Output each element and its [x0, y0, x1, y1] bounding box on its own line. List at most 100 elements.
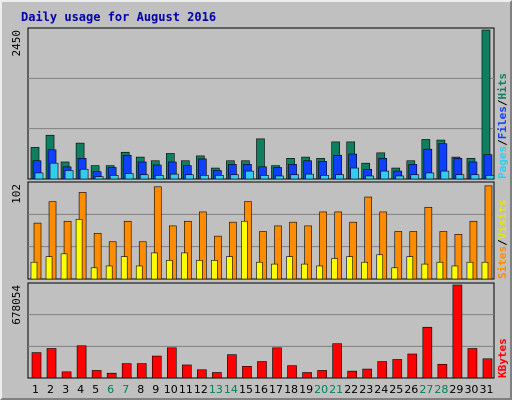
bar-kbytes-9 — [151, 355, 162, 379]
bar-kbytes-29 — [452, 284, 463, 379]
bar-pages-16 — [260, 175, 269, 180]
bar-kbytes-16 — [257, 361, 267, 379]
bar-visits-14 — [229, 221, 237, 280]
bar-kbytes-7 — [121, 363, 132, 379]
x-tick-label-14: 14 — [224, 383, 238, 396]
bar-visits-12 — [199, 211, 207, 280]
bar-visits-27 — [424, 206, 433, 280]
x-tick-label-5: 5 — [92, 383, 99, 396]
bar-pages-17 — [275, 175, 284, 180]
bar-sites-14 — [226, 256, 233, 280]
panel-1-series-legend: Pages/Files/Hits — [496, 73, 509, 179]
bar-sites-20 — [316, 265, 323, 280]
bar-pages-29 — [455, 174, 465, 180]
bar-visits-9 — [153, 186, 162, 280]
bar-kbytes-13 — [212, 372, 222, 379]
bar-pages-8 — [139, 174, 149, 180]
legend-label-visits: Visits — [496, 200, 509, 240]
bar-sites-7 — [120, 256, 128, 280]
x-tick-label-2: 2 — [47, 383, 54, 396]
x-tick-label-4: 4 — [77, 383, 84, 396]
bar-sites-18 — [286, 256, 293, 280]
bar-sites-30 — [466, 261, 474, 280]
bar-kbytes-31 — [482, 358, 493, 379]
bar-kbytes-24 — [377, 361, 388, 379]
bar-sites-15 — [241, 220, 248, 280]
bar-kbytes-17 — [272, 347, 282, 379]
bar-kbytes-22 — [347, 370, 357, 379]
legend-label-slash: / — [496, 139, 509, 146]
bar-kbytes-2 — [46, 348, 57, 379]
bar-pages-14 — [230, 174, 239, 180]
bar-kbytes-21 — [332, 343, 342, 379]
legend-label-kbytes: KBytes — [496, 338, 509, 378]
bar-pages-9 — [154, 175, 164, 180]
bar-pages-25 — [395, 175, 405, 180]
bar-kbytes-14 — [227, 354, 237, 379]
bar-sites-23 — [361, 261, 369, 280]
bar-kbytes-18 — [287, 365, 297, 379]
bar-visits-30 — [469, 220, 478, 280]
bar-pages-3 — [64, 170, 74, 180]
bar-sites-5 — [90, 267, 98, 280]
bar-visits-23 — [364, 196, 373, 280]
bar-pages-22 — [350, 167, 359, 180]
bar-visits-24 — [379, 211, 388, 280]
x-tick-label-15: 15 — [239, 383, 253, 396]
bar-visits-10 — [168, 225, 177, 280]
x-tick-label-22: 22 — [344, 383, 358, 396]
x-tick-label-10: 10 — [164, 383, 178, 396]
bar-pages-23 — [365, 175, 375, 180]
bar-visits-7 — [123, 220, 132, 280]
legend-label-slash: / — [496, 239, 509, 246]
bar-pages-11 — [185, 174, 194, 180]
bar-visits-6 — [108, 241, 117, 280]
chart-title: Daily usage for August 2016 — [21, 10, 216, 24]
bar-visits-31 — [484, 185, 493, 280]
bar-pages-6 — [109, 175, 119, 180]
bar-pages-15 — [245, 170, 254, 180]
bar-sites-8 — [135, 265, 143, 280]
bar-kbytes-1 — [31, 352, 42, 379]
bar-sites-12 — [196, 260, 203, 280]
bar-sites-28 — [436, 261, 444, 280]
bar-sites-9 — [150, 252, 158, 280]
bar-pages-30 — [470, 174, 480, 180]
bar-kbytes-26 — [407, 353, 418, 379]
bar-pages-21 — [335, 174, 344, 180]
bar-sites-1 — [30, 261, 38, 280]
bar-visits-26 — [409, 231, 418, 280]
bar-sites-26 — [406, 256, 414, 280]
legend-label-files: Files — [496, 106, 509, 139]
bar-pages-4 — [79, 168, 89, 180]
bar-visits-20 — [319, 211, 327, 280]
bar-kbytes-4 — [76, 345, 87, 379]
x-tick-label-31: 31 — [479, 383, 493, 396]
bar-sites-3 — [60, 253, 68, 280]
bar-visits-3 — [63, 220, 72, 280]
legend-label-hits: Hits — [496, 73, 509, 100]
x-tick-label-12: 12 — [194, 383, 208, 396]
bar-pages-31 — [485, 175, 495, 180]
bar-sites-27 — [421, 263, 429, 280]
x-tick-label-17: 17 — [269, 383, 283, 396]
x-tick-label-16: 16 — [254, 383, 268, 396]
bar-pages-7 — [124, 173, 134, 180]
bar-visits-5 — [93, 233, 102, 280]
bar-pages-10 — [169, 173, 179, 180]
x-tick-label-30: 30 — [464, 383, 478, 396]
bar-sites-31 — [481, 261, 489, 280]
bar-visits-18 — [289, 221, 297, 280]
bar-sites-2 — [45, 256, 53, 280]
bar-visits-17 — [274, 225, 282, 280]
bar-kbytes-5 — [91, 370, 102, 379]
bar-visits-13 — [214, 235, 222, 280]
bar-pages-2 — [49, 162, 59, 180]
bar-sites-6 — [105, 265, 113, 280]
bar-sites-16 — [256, 261, 263, 280]
bar-pages-13 — [215, 175, 224, 180]
bar-kbytes-3 — [61, 371, 72, 379]
x-tick-label-20: 20 — [314, 383, 328, 396]
x-tick-label-9: 9 — [152, 383, 159, 396]
